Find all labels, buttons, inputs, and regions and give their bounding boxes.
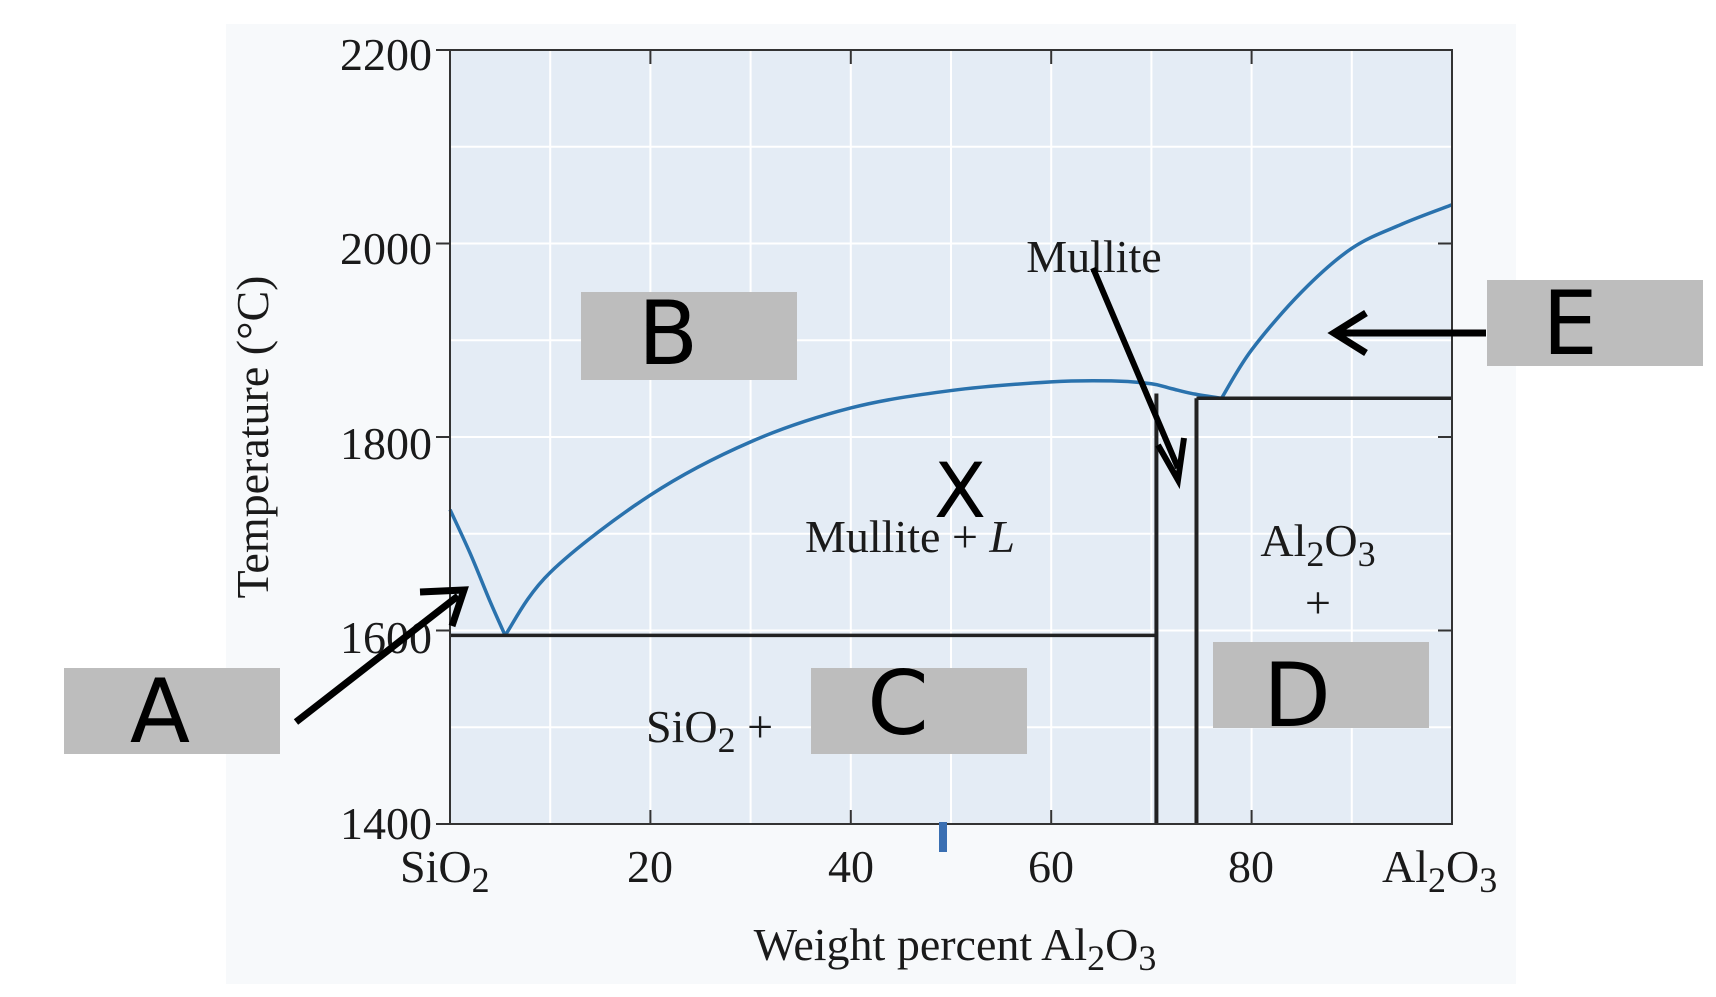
- x-axis-title: Weight percent Al2O3: [754, 919, 1157, 978]
- plot-frame: [449, 49, 1453, 825]
- x-tick-label: 40: [828, 841, 874, 892]
- mullite-pointer-arrowhead: [1155, 437, 1187, 490]
- region-label-mullite-l: Mullite + L: [805, 511, 1015, 562]
- liquidus-mullite-side: [503, 378, 1222, 637]
- x-tick-label: 20: [627, 841, 673, 892]
- y-tick-label: 1400: [340, 798, 432, 849]
- x-tick-label: 80: [1228, 841, 1274, 892]
- answer-box-b: [581, 292, 797, 380]
- answer-box-a: [64, 668, 280, 754]
- mullite-pointer-arrow: [1090, 266, 1181, 470]
- y-tick-label: 1800: [340, 418, 432, 469]
- y-tick-label: 2200: [340, 29, 432, 80]
- answer-letter-d: D: [1263, 644, 1331, 747]
- answer-letter-b: B: [638, 282, 698, 385]
- x-tick-label: 60: [1028, 841, 1074, 892]
- x-axis-position-mark: [939, 822, 947, 852]
- region-label-plus: +: [1305, 577, 1331, 628]
- answer-box-d: [1213, 642, 1429, 728]
- answer-box-c: [811, 668, 1027, 754]
- point-marker-x: X: [934, 446, 986, 535]
- axis-ticks: [436, 49, 1453, 825]
- answer-box-e: [1487, 280, 1703, 366]
- answer-letter-c: C: [867, 652, 928, 755]
- y-axis-title: Temperature (°C): [227, 276, 278, 599]
- pointer-arrowhead-e: [1327, 310, 1368, 356]
- liquidus-alumina-side: [1220, 203, 1453, 400]
- region-label-sio2-plus: SiO2 +: [646, 701, 773, 760]
- answer-letter-e: E: [1542, 272, 1598, 375]
- pointer-arrowhead-a: [419, 586, 469, 628]
- phase-boundaries: [448, 203, 1453, 824]
- pointer-arrow-a: [293, 593, 461, 725]
- answer-letter-a: A: [130, 660, 190, 763]
- y-tick-label: 2000: [340, 223, 432, 274]
- liquidus-sio2-side: [448, 508, 507, 637]
